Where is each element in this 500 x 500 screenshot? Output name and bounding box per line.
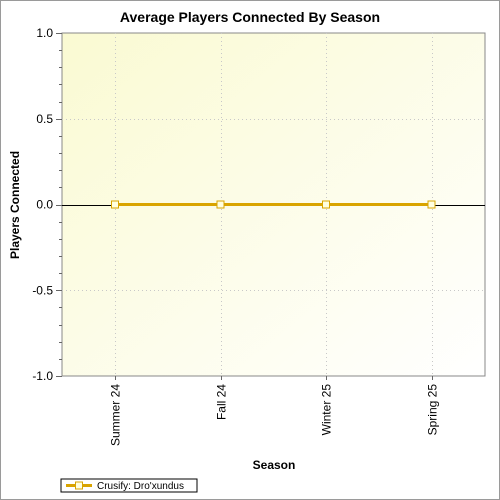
y-tick-label: 0.0 [36, 198, 53, 212]
series-layer [111, 200, 436, 209]
grid [62, 33, 485, 376]
x-tick-label: Spring 25 [426, 384, 440, 436]
data-point [322, 200, 330, 209]
x-tick-label: Fall 24 [215, 384, 229, 420]
legend-series-label: Crusify: Dro'xundus [97, 481, 184, 492]
x-tick-label: Summer 24 [109, 384, 123, 446]
y-tick-label: -1.0 [32, 369, 53, 383]
legend-series-marker [75, 481, 83, 490]
y-axis-title: Players Connected [8, 151, 22, 259]
legend: Crusify: Dro'xundus [60, 478, 198, 493]
y-tick-label: -0.5 [32, 283, 53, 297]
x-axis-title: Season [253, 458, 296, 472]
y-tick-label: 0.5 [36, 112, 53, 126]
data-point [216, 200, 225, 209]
chart-title: Average Players Connected By Season [120, 9, 380, 25]
data-point [427, 200, 436, 209]
data-point [111, 200, 119, 209]
x-tick-label: Winter 25 [320, 384, 334, 436]
legend-box [60, 478, 198, 493]
y-tick-label: 1.0 [36, 26, 53, 40]
axes: 1.0 0.5 0.0 -0.5 -1.0 Summer 24 Fall 24 Winter … [32, 26, 485, 446]
